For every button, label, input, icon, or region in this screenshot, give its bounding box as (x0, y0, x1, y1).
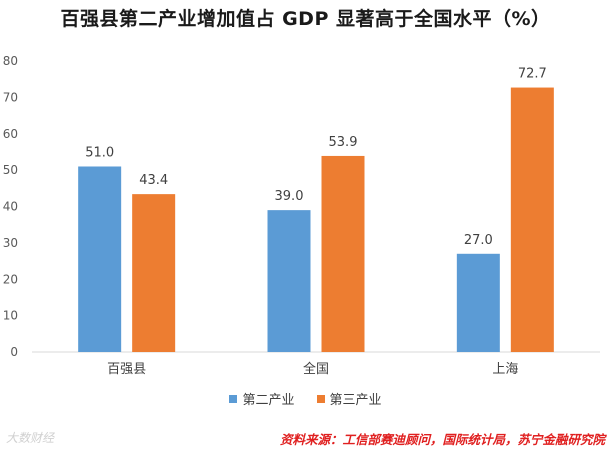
y-tick-label: 50 (3, 163, 18, 177)
legend-swatch (229, 394, 238, 403)
data-label: 39.0 (275, 189, 304, 204)
x-tick-label: 全国 (303, 361, 329, 377)
data-labels: 51.0 43.4 39.0 53.9 27.0 72.7 (85, 67, 547, 248)
bar-secondary-0 (78, 166, 122, 352)
legend: 第二产业 第三产业 (0, 389, 611, 408)
bar-secondary-2 (456, 253, 500, 352)
y-tick-label: 20 (3, 272, 18, 286)
data-label: 72.7 (518, 67, 547, 82)
x-tick-label: 百强县 (107, 362, 146, 377)
bar-tertiary-2 (510, 87, 554, 353)
legend-item-series-1: 第二产业 (229, 389, 295, 408)
bars (78, 87, 554, 353)
data-label: 27.0 (464, 233, 493, 248)
y-tick-label: 30 (3, 236, 18, 250)
y-tick-label: 70 (3, 90, 18, 104)
legend-label: 第二产业 (242, 393, 295, 408)
category-labels: 百强县 全国 上海 (107, 361, 518, 377)
source-note: 资料来源：工信部赛迪顾问，国际统计局，苏宁金融研究院 (279, 432, 605, 447)
legend-swatch (316, 394, 325, 403)
chart-title: 百强县第二产业增加值占 GDP 显著高于全国水平（%） (60, 8, 551, 30)
x-tick-label: 上海 (492, 362, 518, 377)
legend-label: 第三产业 (329, 393, 382, 408)
data-label: 43.4 (139, 173, 168, 188)
y-tick-label: 80 (3, 54, 18, 68)
y-tick-label: 40 (3, 200, 18, 214)
legend-item-series-2: 第三产业 (316, 389, 382, 408)
y-tick-label: 60 (3, 127, 18, 141)
y-axis: 0 10 20 30 40 50 60 70 80 (3, 54, 18, 359)
data-label: 51.0 (85, 145, 114, 160)
bar-secondary-1 (267, 210, 311, 352)
watermark: 大数财经 (6, 431, 55, 445)
data-label: 53.9 (329, 135, 358, 150)
y-tick-label: 0 (10, 345, 18, 359)
y-tick-label: 10 (3, 309, 18, 323)
bar-tertiary-1 (321, 155, 365, 352)
bar-tertiary-0 (132, 194, 176, 352)
